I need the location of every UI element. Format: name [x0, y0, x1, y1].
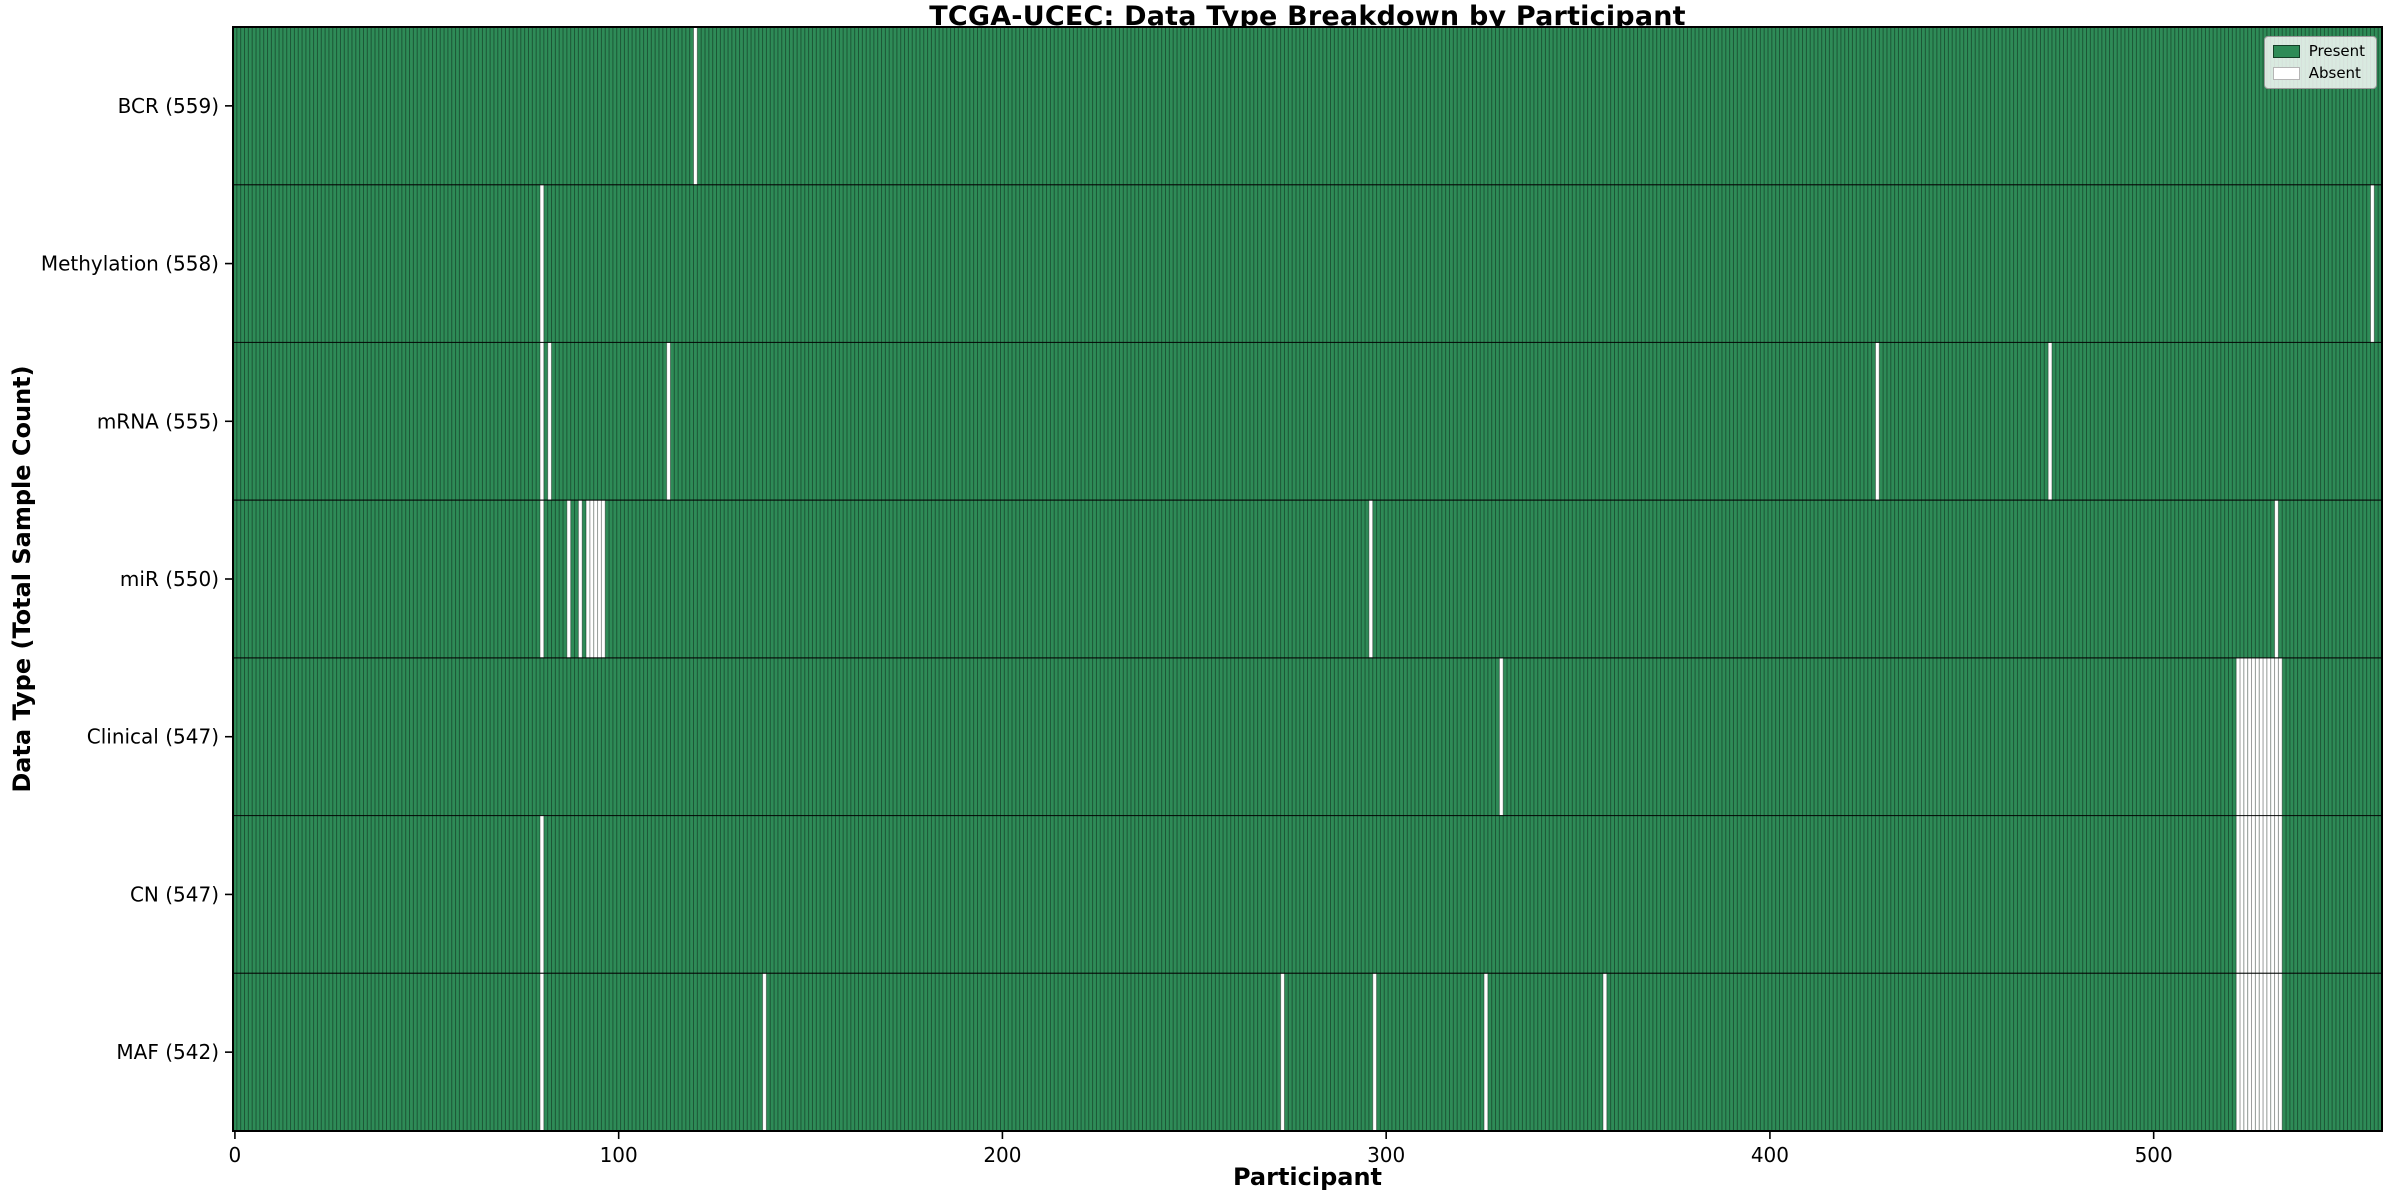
y-tick-label: miR (550)	[120, 567, 219, 591]
row-present-bcr	[233, 27, 2382, 185]
y-tick-label: mRNA (555)	[97, 409, 219, 433]
absent-mark-mir	[601, 500, 606, 658]
legend-swatch-absent	[2272, 67, 2300, 80]
absent-mark-cn	[2274, 815, 2279, 974]
absent-mark-mir	[593, 500, 598, 658]
absent-mark-cn	[2263, 815, 2267, 974]
absent-mark-mir	[578, 500, 583, 658]
absent-mark-maf	[2263, 973, 2267, 1131]
absent-mark-clinical	[2236, 657, 2241, 816]
absent-mark-cn	[2259, 815, 2264, 974]
x-tick-label: 0	[229, 1143, 242, 1167]
absent-mark-clinical	[2240, 657, 2244, 816]
x-tick-label: 400	[1751, 1143, 1789, 1167]
row-present-maf	[233, 973, 2382, 1131]
absent-mark-cn	[2255, 815, 2260, 974]
absent-mark-mir	[586, 500, 590, 658]
absent-mark-cn	[2270, 815, 2275, 974]
absent-mark-mir	[540, 500, 544, 658]
legend-entry-present: Present	[2272, 42, 2365, 60]
absent-mark-methylation	[540, 184, 544, 343]
x-tick-label: 300	[1367, 1143, 1405, 1167]
absent-mark-maf	[2259, 973, 2264, 1131]
absent-mark-cn	[2236, 815, 2241, 974]
absent-mark-clinical	[2270, 657, 2275, 816]
row-present-methylation	[233, 184, 2382, 343]
absent-mark-mrna	[1875, 342, 1880, 501]
absent-mark-maf	[2278, 973, 2283, 1131]
y-tick-label: BCR (559)	[118, 94, 219, 118]
absent-mark-mir	[597, 500, 602, 658]
x-tick-label: 500	[2135, 1143, 2173, 1167]
absent-mark-mir	[566, 500, 571, 658]
y-tick-label: MAF (542)	[116, 1040, 219, 1064]
x-tick-label: 200	[983, 1143, 1021, 1167]
absent-mark-mir	[2274, 500, 2279, 658]
absent-mark-cn	[2243, 815, 2248, 974]
x-axis-label: Participant	[1232, 1163, 1383, 1191]
absent-mark-clinical	[2278, 657, 2283, 816]
absent-mark-clinical	[2255, 657, 2260, 816]
legend-label-present: Present	[2308, 42, 2365, 60]
absent-mark-maf	[2274, 973, 2279, 1131]
legend-label-absent: Absent	[2308, 64, 2361, 82]
absent-mark-maf	[2255, 973, 2260, 1131]
absent-mark-clinical	[2251, 657, 2256, 816]
absent-mark-mrna	[666, 342, 671, 501]
absent-mark-mir	[589, 500, 594, 658]
absent-mark-clinical	[2247, 657, 2252, 816]
absent-mark-cn	[540, 815, 544, 974]
absent-mark-cn	[2278, 815, 2283, 974]
absent-mark-bcr	[693, 27, 698, 185]
absent-mark-maf	[2270, 973, 2275, 1131]
absent-mark-maf	[2236, 973, 2241, 1131]
absent-mark-clinical	[2263, 657, 2267, 816]
y-tick-label: Methylation (558)	[41, 252, 219, 276]
absent-mark-maf	[2240, 973, 2244, 1131]
legend-swatch-present	[2272, 45, 2300, 58]
y-tick-label: Clinical (547)	[87, 725, 219, 749]
absent-mark-mrna	[547, 342, 552, 501]
absent-mark-maf	[2243, 973, 2248, 1131]
absent-mark-maf	[1602, 973, 1607, 1131]
row-present-clinical	[233, 657, 2382, 816]
absent-mark-maf	[540, 973, 544, 1131]
bar-edges	[232, 27, 2383, 1131]
absent-mark-mrna	[2048, 342, 2052, 501]
absent-mark-cn	[2240, 815, 2244, 974]
absent-mark-methylation	[2370, 184, 2375, 343]
absent-mark-clinical	[2266, 657, 2271, 816]
row-present-cn	[233, 815, 2382, 974]
absent-mark-cn	[2251, 815, 2256, 974]
absent-mark-maf	[1484, 973, 1488, 1131]
absent-mark-cn	[2266, 815, 2271, 974]
legend: Present Absent	[2263, 36, 2377, 89]
absent-mark-mrna	[540, 342, 544, 501]
absent-mark-clinical	[2259, 657, 2264, 816]
absent-mark-maf	[2266, 973, 2271, 1131]
absent-mark-mir	[1368, 500, 1373, 658]
absent-mark-clinical	[2243, 657, 2248, 816]
legend-entry-absent: Absent	[2272, 64, 2365, 82]
absent-mark-clinical	[2274, 657, 2279, 816]
absent-mark-maf	[1280, 973, 1285, 1131]
absent-mark-maf	[762, 973, 767, 1131]
absent-mark-clinical	[1499, 657, 1504, 816]
absent-mark-maf	[1372, 973, 1377, 1131]
absent-mark-maf	[2247, 973, 2252, 1131]
absent-mark-cn	[2247, 815, 2252, 974]
y-tick-label: CN (547)	[130, 882, 219, 906]
row-present-mrna	[233, 342, 2382, 501]
absent-mark-maf	[2251, 973, 2256, 1131]
x-tick-label: 100	[600, 1143, 638, 1167]
